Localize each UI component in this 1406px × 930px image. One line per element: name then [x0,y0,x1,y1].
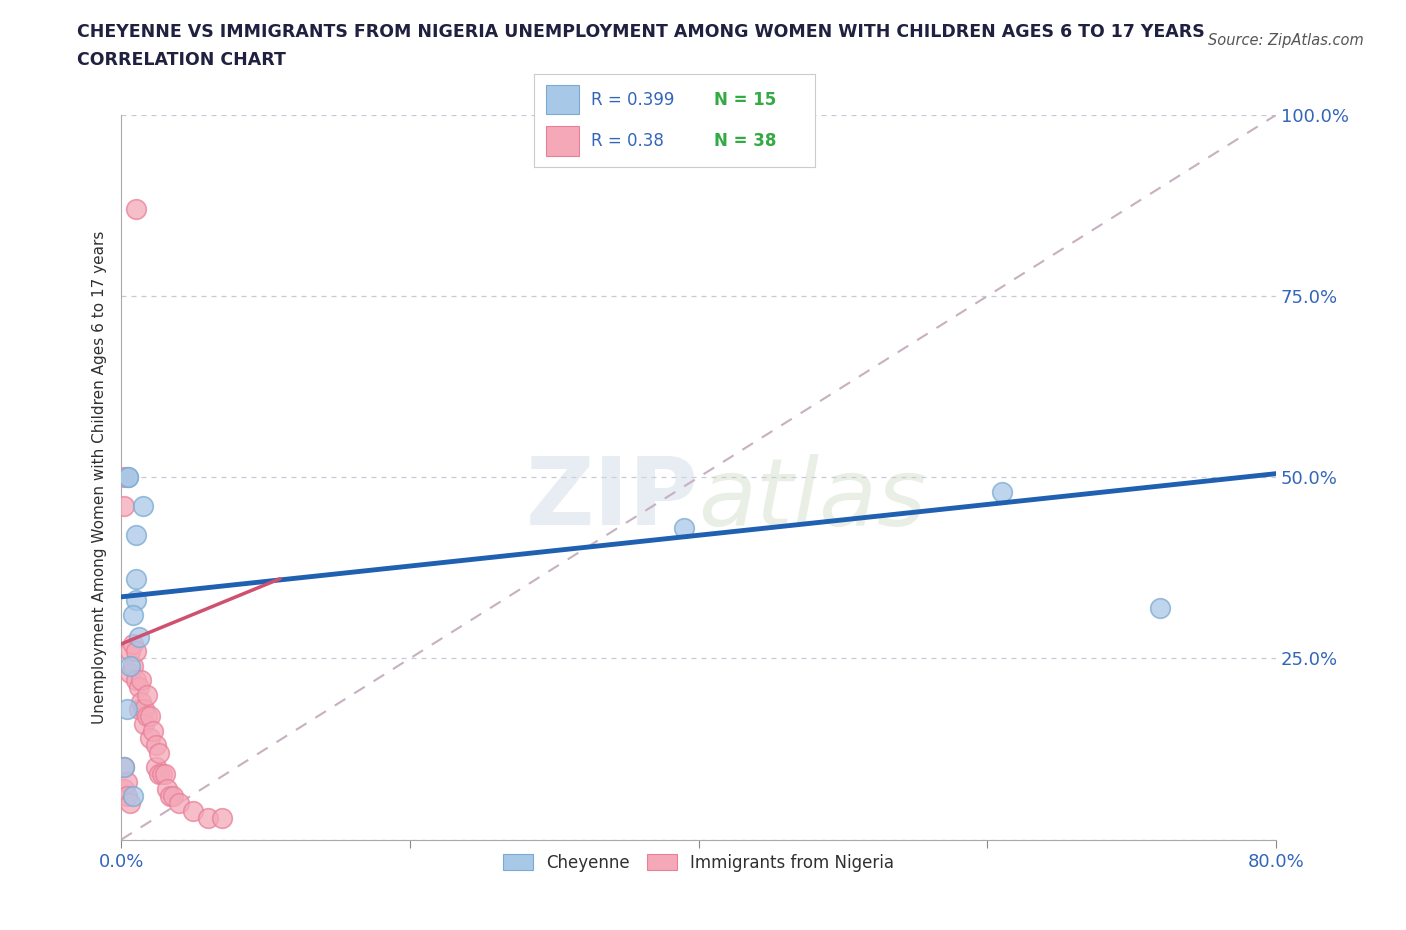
Point [115,789,138,804]
Point [211,810,233,825]
Point [134,702,156,717]
Point [183,804,205,818]
Point [121,636,143,651]
Text: ZIP: ZIP [526,453,699,545]
Text: CORRELATION CHART: CORRELATION CHART [77,51,287,69]
Point [153,767,176,782]
Point [112,498,135,513]
Point [148,767,170,782]
Point [128,630,150,644]
Text: atlas: atlas [699,454,927,545]
Point [121,789,143,804]
Point [145,737,167,752]
Point [167,796,190,811]
Text: N = 15: N = 15 [714,90,776,109]
Point [121,607,143,622]
Point [148,745,170,760]
Point [156,781,179,796]
Bar [546,85,579,114]
Point [118,658,141,673]
Point [115,702,138,717]
Point [136,687,159,702]
Point [124,202,146,217]
Point [115,774,138,789]
Point [112,781,135,796]
Point [121,658,143,673]
Point [128,680,150,695]
Point [162,789,184,804]
Point [118,666,141,681]
Point [132,498,155,513]
Point [145,760,167,775]
Point [673,521,696,536]
Text: R = 0.38: R = 0.38 [591,132,664,151]
Text: Source: ZipAtlas.com: Source: ZipAtlas.com [1208,33,1364,47]
Point [112,470,135,485]
Point [124,528,146,543]
Point [1149,600,1171,615]
Point [124,571,146,586]
Point [124,672,146,687]
Point [139,709,162,724]
Point [112,760,135,775]
Point [142,724,165,738]
Legend: Cheyenne, Immigrants from Nigeria: Cheyenne, Immigrants from Nigeria [496,847,901,878]
Point [128,702,150,717]
Point [134,716,156,731]
Point [136,709,159,724]
Point [131,672,153,687]
Point [150,767,173,782]
Text: CHEYENNE VS IMMIGRANTS FROM NIGERIA UNEMPLOYMENT AMONG WOMEN WITH CHILDREN AGES : CHEYENNE VS IMMIGRANTS FROM NIGERIA UNEM… [77,23,1205,41]
Point [139,731,162,746]
Point [117,470,139,485]
Point [124,593,146,608]
Point [159,789,181,804]
Point [197,810,219,825]
Text: R = 0.399: R = 0.399 [591,90,673,109]
Bar [546,126,579,156]
Y-axis label: Unemployment Among Women with Children Ages 6 to 17 years: Unemployment Among Women with Children A… [93,231,107,724]
Point [124,644,146,658]
Text: N = 38: N = 38 [714,132,776,151]
Point [131,695,153,710]
Point [990,485,1012,499]
Point [117,470,139,485]
Point [118,644,141,658]
Point [112,760,135,775]
Point [118,796,141,811]
